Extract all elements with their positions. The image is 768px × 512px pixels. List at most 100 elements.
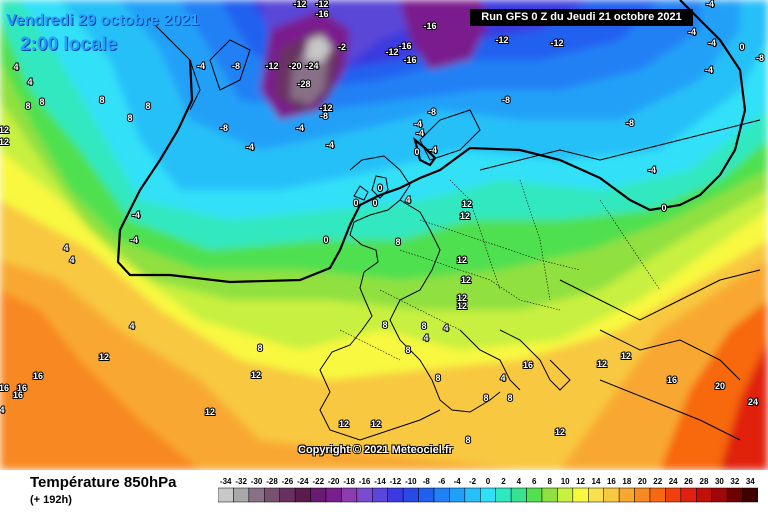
isotherm-label: -12 — [495, 35, 508, 45]
scale-swatch — [495, 487, 512, 503]
isotherm-label: -4 — [708, 38, 716, 48]
scale-swatch — [264, 487, 280, 503]
isotherm-label: 12 — [621, 351, 631, 361]
scale-swatch — [418, 487, 435, 503]
isotherm-label: -16 — [403, 55, 416, 65]
lead-time: (+ 192h) — [30, 494, 72, 506]
scale-tick-label: 30 — [715, 477, 724, 486]
scale-swatch — [711, 487, 728, 503]
isotherm-label: 8 — [465, 435, 470, 445]
isotherm-label: -8 — [626, 118, 634, 128]
isotherm-label: -12 — [319, 103, 332, 113]
isotherm-label: 8 — [421, 321, 426, 331]
scale-swatch — [356, 487, 373, 503]
scale-tick-label: -30 — [251, 477, 263, 486]
copyright-notice: Copyright © 2021 Meteociel.fr — [298, 444, 453, 456]
isotherm-label: 8 — [435, 373, 440, 383]
scale-swatch — [526, 487, 543, 503]
forecast-date: Vendredi 29 octobre 2021 — [6, 12, 199, 29]
scale-tick-label: 26 — [684, 477, 693, 486]
scale-tick-label: 2 — [501, 477, 506, 486]
isotherm-label: 4 — [69, 255, 74, 265]
isotherm-label: 8 — [395, 237, 400, 247]
isotherm-label: 4 — [423, 333, 428, 343]
isotherm-label: 16 — [523, 360, 533, 370]
isotherm-label: -12 — [265, 61, 278, 71]
scale-swatch — [541, 487, 558, 503]
scale-tick-label: 4 — [517, 477, 522, 486]
isotherm-label: 12 — [251, 370, 261, 380]
isotherm-label: -24 — [305, 61, 318, 71]
isotherm-label: -16 — [423, 21, 436, 31]
isotherm-label: -12 — [385, 47, 398, 57]
isotherm-label: -4 — [688, 27, 696, 37]
scale-tick-label: 24 — [669, 477, 678, 486]
isotherm-label: 12 — [457, 301, 467, 311]
scale-tick-label: -18 — [343, 477, 355, 486]
isotherm-label: 4 — [500, 373, 505, 383]
scale-swatch — [402, 487, 419, 503]
scale-tick-label: -24 — [297, 477, 309, 486]
isotherm-label: 4 — [0, 405, 5, 415]
isotherm-label: -8 — [220, 123, 228, 133]
scale-swatch — [618, 487, 635, 503]
scale-swatch — [233, 487, 250, 503]
isotherm-label: 8 — [99, 95, 104, 105]
scale-tick-label: 16 — [607, 477, 616, 486]
scale-tick-label: 34 — [746, 477, 755, 486]
scale-swatch — [603, 487, 620, 503]
scale-swatch — [696, 487, 712, 503]
scale-swatch — [218, 487, 234, 503]
scale-tick-label: -14 — [374, 477, 386, 486]
isotherm-label: -8 — [756, 53, 764, 63]
isotherm-label: 16 — [667, 375, 677, 385]
scale-swatch — [310, 487, 327, 503]
scale-tick-label: -28 — [266, 477, 278, 486]
scale-swatch — [248, 487, 265, 503]
isotherm-label: -4 — [648, 165, 656, 175]
isotherm-label: 12 — [461, 275, 471, 285]
isotherm-label: 4 — [129, 321, 134, 331]
isotherm-label: -8 — [320, 111, 328, 121]
isotherm-label: 16 — [13, 390, 23, 400]
scale-swatch — [341, 487, 358, 503]
isotherm-label: 16 — [33, 371, 43, 381]
isotherm-label: 12 — [597, 359, 607, 369]
scale-tick-label: -2 — [469, 477, 477, 486]
isotherm-label: 0 — [372, 198, 377, 208]
isotherm-label: -8 — [232, 61, 240, 71]
isotherm-label: -28 — [297, 79, 310, 89]
isotherm-label: 8 — [25, 101, 30, 111]
scale-tick-label: -20 — [328, 477, 340, 486]
isotherm-label: 12 — [462, 199, 472, 209]
scale-tick-label: 18 — [622, 477, 631, 486]
isotherm-label: 8 — [257, 343, 262, 353]
isotherm-label: 8 — [483, 393, 488, 403]
scale-tick-label: -34 — [220, 477, 232, 486]
isotherm-label: -16 — [315, 9, 328, 19]
isotherm-label: 12 — [99, 352, 109, 362]
scale-swatch — [449, 487, 466, 503]
isotherm-label: -4 — [197, 61, 205, 71]
isotherm-label: 4 — [27, 77, 32, 87]
scale-tick-label: 12 — [576, 477, 585, 486]
scale-swatch — [572, 487, 589, 503]
scale-tick-label: -16 — [359, 477, 371, 486]
isotherm-label: 12 — [555, 427, 565, 437]
isotherm-label: 0 — [739, 42, 744, 52]
scale-swatch — [325, 487, 342, 503]
isotherm-label: -4 — [429, 145, 437, 155]
isotherm-label: -4 — [296, 123, 304, 133]
isotherm-label: -4 — [706, 0, 714, 9]
isotherm-label: -4 — [326, 140, 334, 150]
scale-tick-label: -4 — [454, 477, 462, 486]
scale-tick-label: 8 — [547, 477, 552, 486]
scale-swatch — [464, 487, 481, 503]
scale-tick-label: 10 — [561, 477, 570, 486]
scale-swatch — [480, 487, 496, 503]
isotherm-label: 0 — [661, 203, 666, 213]
scale-swatch — [665, 487, 682, 503]
isotherm-label: 12 — [0, 125, 9, 135]
scale-tick-label: 32 — [730, 477, 739, 486]
